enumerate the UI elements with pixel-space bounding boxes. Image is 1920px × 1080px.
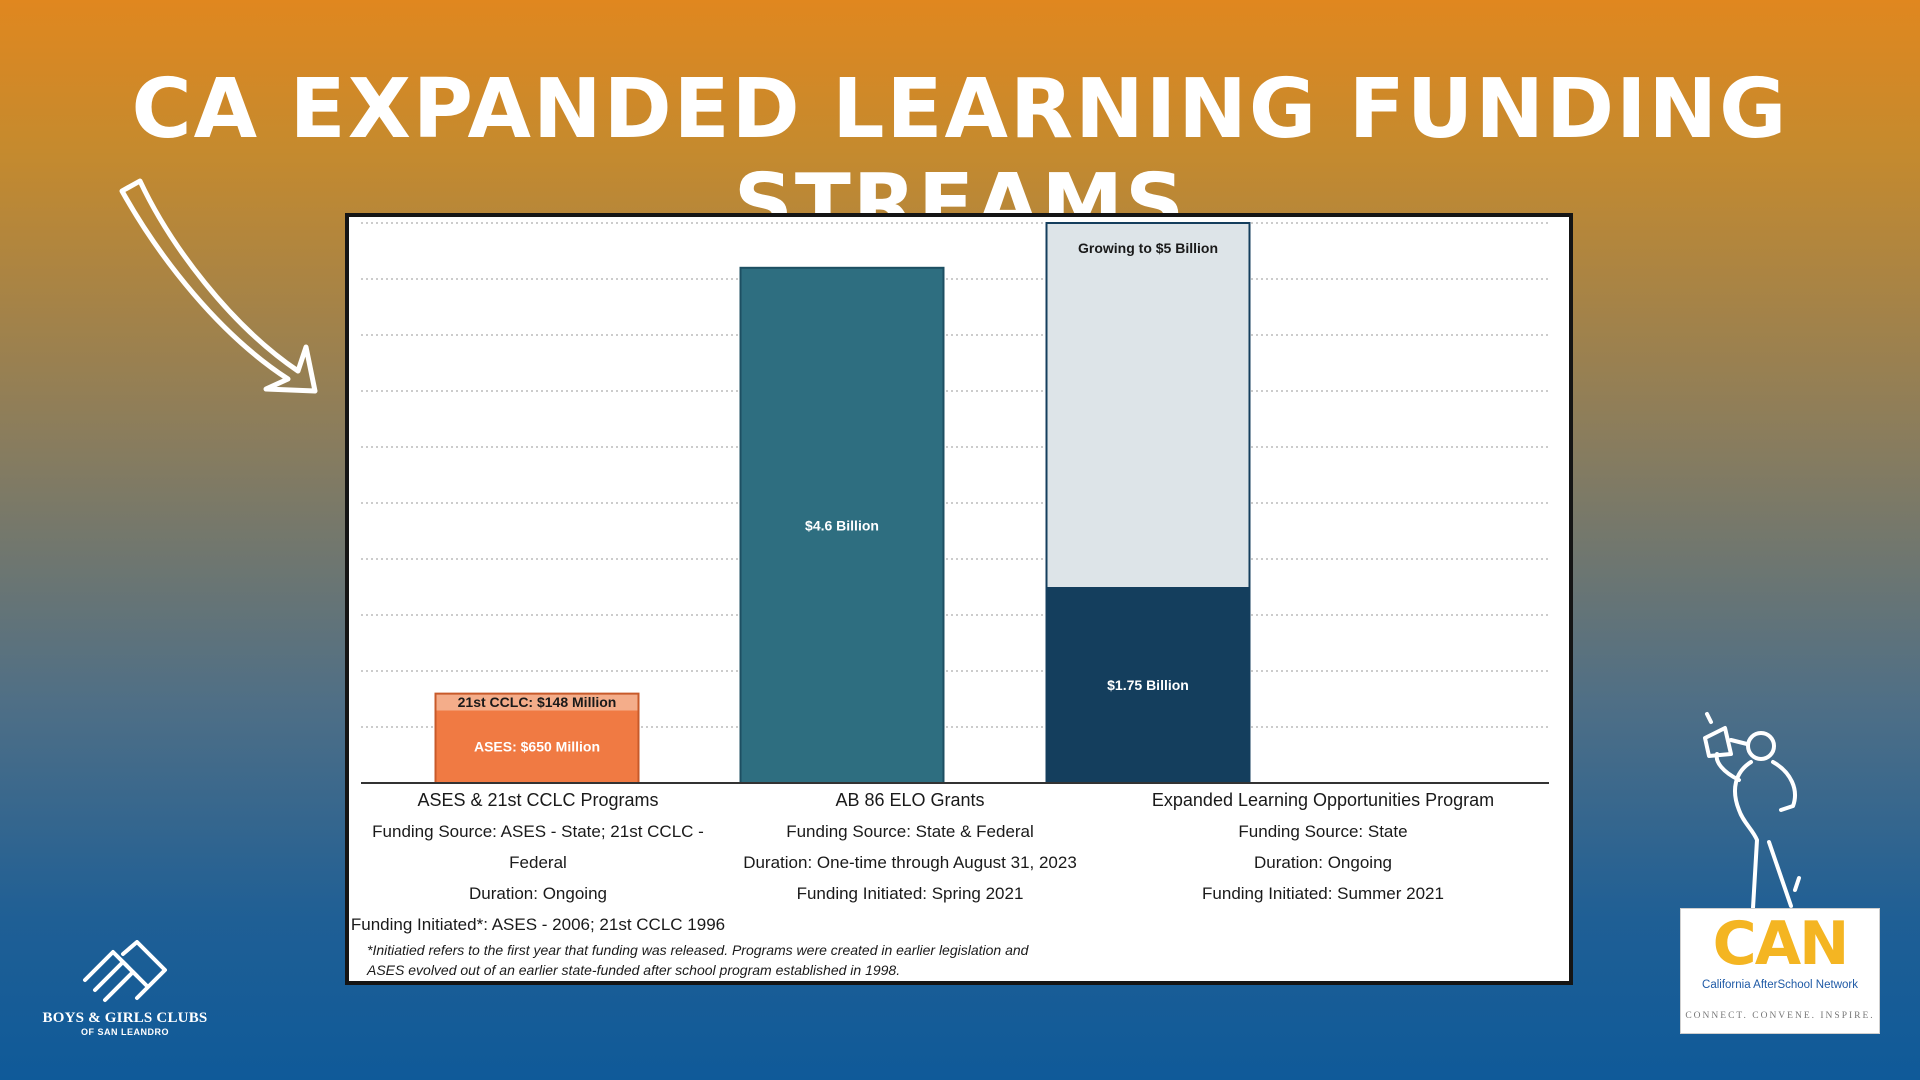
can-logo: CAN California AfterSchool Network CONNE… [1680, 908, 1880, 1034]
funding-initiated: Funding Initiated: Summer 2021 [1202, 884, 1444, 903]
funding-duration: Duration: One-time through August 31, 20… [743, 853, 1077, 872]
category-name: Expanded Learning Opportunities Program [1151, 790, 1495, 810]
category-block: Expanded Learning Opportunities Program … [1103, 785, 1543, 909]
page-title: CA EXPANDED LEARNING FUNDING STREAMS [131, 62, 1789, 252]
can-wordmark: CAN [1712, 909, 1850, 979]
grid-lines [361, 222, 1549, 728]
can-tagline: CONNECT. CONVENE. INSPIRE. [1685, 1011, 1875, 1021]
category-block: ASES & 21st CCLC Programs Funding Source… [349, 785, 727, 940]
arrow-icon [119, 178, 318, 394]
data-label: $1.75 Billion [1107, 677, 1189, 693]
funding-source: Funding Source: State & Federal [786, 822, 1034, 841]
category-name: ASES & 21st CCLC Programs [417, 790, 659, 810]
bgc-subtitle: OF SAN LEANDRO [81, 1027, 169, 1037]
chart: ASES: $650 Million 21st CCLC: $148 Millio… [361, 222, 1549, 785]
data-label: ASES: $650 Million [474, 739, 600, 755]
category-block: AB 86 ELO Grants Funding Source: State &… [717, 785, 1103, 909]
footnote-line: *Initiatied refers to the first year tha… [367, 942, 1029, 958]
category-name: AB 86 ELO Grants [835, 790, 985, 810]
data-label: 21st CCLC: $148 Million [458, 694, 617, 710]
chart-panel: ASES: $650 Million 21st CCLC: $148 Millio… [345, 213, 1573, 985]
footnote: *Initiatied refers to the first year tha… [367, 940, 1127, 980]
bar-segment [435, 710, 639, 783]
boys-girls-clubs-logo-icon [83, 940, 167, 1002]
funding-duration: Duration: Ongoing [1254, 853, 1392, 872]
funding-duration: Duration: Ongoing [469, 884, 607, 903]
bar-segment [1046, 223, 1250, 587]
footnote-line: ASES evolved out of an earlier state-fun… [367, 962, 901, 978]
can-full-name: California AfterSchool Network [1702, 979, 1858, 991]
bars: ASES: $650 Million 21st CCLC: $148 Millio… [434, 222, 1251, 785]
bgc-name: BOYS & GIRLS CLUBS [42, 1010, 208, 1026]
data-label: $4.6 Billion [805, 517, 879, 533]
funding-initiated: Funding Initiated: Spring 2021 [796, 884, 1024, 903]
boys-girls-clubs-logo: BOYS & GIRLS CLUBS OF SAN LEANDRO [40, 940, 210, 1040]
bar-segment [740, 267, 944, 783]
funding-source: Funding Source: ASES - State; 21st CCLC … [372, 822, 704, 872]
funding-source: Funding Source: State [1238, 822, 1408, 841]
data-label: Growing to $5 Billion [1078, 240, 1218, 256]
funding-initiated: Funding Initiated*: ASES - 2006; 21st CC… [350, 915, 726, 934]
bar-segment [1046, 587, 1250, 783]
bar-segment [435, 693, 639, 711]
megaphone-person-icon [1703, 712, 1801, 910]
